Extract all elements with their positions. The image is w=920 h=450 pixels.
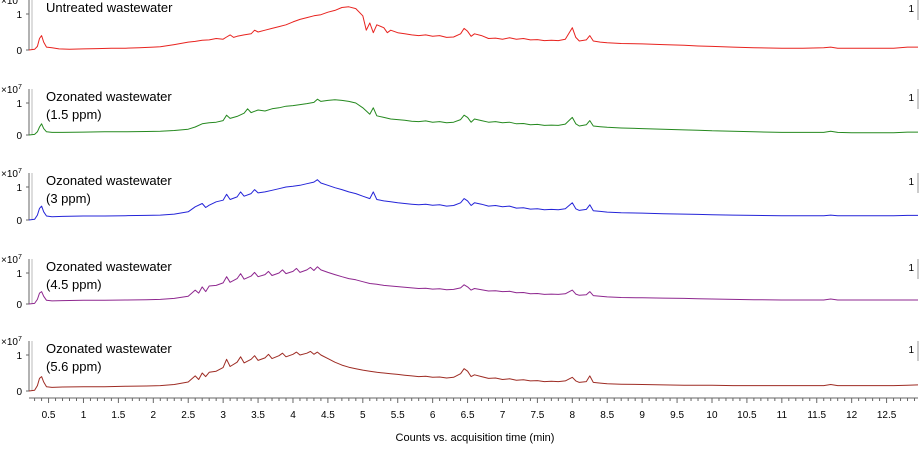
x-tick-label: 9.5 [670,410,684,421]
x-tick-label: 8.5 [600,410,614,421]
y-exponent-label: ×107 [1,336,22,348]
y-exponent-label: ×107 [1,168,22,180]
right-axis-label: 1 [908,345,914,356]
y-exponent-label: ×107 [1,0,22,7]
x-tick-label: 0.5 [42,410,56,421]
series-line [28,98,918,136]
trace-title: (1.5 ppm) [46,107,102,122]
x-tick-label: 7 [500,410,506,421]
y-tick-label: 0 [16,131,22,142]
series-line [28,350,919,392]
x-axis-title: Counts vs. acquisition time (min) [396,432,555,444]
x-tick-label: 1.5 [111,410,125,421]
right-axis-label: 1 [908,93,914,104]
y-tick-label: 1 [16,183,22,194]
trace-panel-4: ×107 1 0 1 Ozonated wastewater (4.5 ppm) [1,254,919,311]
series-line [28,179,918,221]
y-tick-label: 0 [16,387,22,398]
x-tick-label: 6.5 [461,410,475,421]
trace-panel-1: ×107 1 0 1 Untreated wastewater [1,0,919,57]
trace-title: Untreated wastewater [46,0,173,15]
x-tick-label: 5 [360,410,366,421]
trace-title: (3 ppm) [46,191,91,206]
x-tick-label: 3 [220,410,226,421]
y-tick-label: 0 [16,300,22,311]
x-tick-label: 2.5 [181,410,195,421]
trace-title: Ozonated wastewater [46,259,172,274]
x-axis: 0.5 1 1.5 2 2.5 3 3.5 4 4.5 5 5.5 6 6.5 7 7.5 8 8.5 9 9.5 1… [29,397,918,444]
x-tick-label: 11 [777,410,788,421]
trace-panel-2: ×107 1 0 1 Ozonated wastewater (1.5 ppm) [1,84,919,142]
x-tick-label: 5.5 [391,410,405,421]
x-tick-label: 4.5 [321,410,335,421]
x-tick-label: 6 [430,410,436,421]
trace-title: (5.6 ppm) [46,359,102,374]
y-exponent-label: ×107 [1,254,22,266]
y-tick-label: 0 [16,46,22,57]
trace-panel-3: ×107 1 0 1 Ozonated wastewater (3 ppm) [1,168,919,227]
y-tick-label: 1 [16,351,22,362]
x-tick-label: 7.5 [530,410,544,421]
x-tick-label: 8 [570,410,576,421]
x-tick-label: 9 [639,410,645,421]
trace-title: (4.5 ppm) [46,277,102,292]
y-tick-label: 1 [16,10,22,21]
y-tick-label: 0 [16,216,22,227]
trace-title: Ozonated wastewater [46,173,172,188]
x-tick-label: 11.5 [807,410,826,421]
x-tick-label: 4 [290,410,296,421]
x-tick-label: 10 [706,410,718,421]
x-tick-label: 12 [846,410,858,421]
series-line [28,6,918,51]
y-tick-label: 1 [16,99,22,110]
y-tick-label: 1 [16,269,22,280]
x-tick-label: 3.5 [251,410,265,421]
right-axis-label: 1 [908,177,914,188]
series-line [28,266,918,305]
trace-panel-5: ×107 1 0 1 Ozonated wastewater (5.6 ppm) [1,336,919,398]
x-tick-label: 10.5 [737,410,757,421]
x-tick-label: 2 [151,410,157,421]
trace-title: Ozonated wastewater [46,341,172,356]
x-tick-label: 1 [81,410,87,421]
right-axis-label: 1 [908,4,914,15]
x-tick-label: 12.5 [877,410,897,421]
trace-title: Ozonated wastewater [46,89,172,104]
y-exponent-label: ×107 [1,84,22,96]
right-axis-label: 1 [908,263,914,274]
